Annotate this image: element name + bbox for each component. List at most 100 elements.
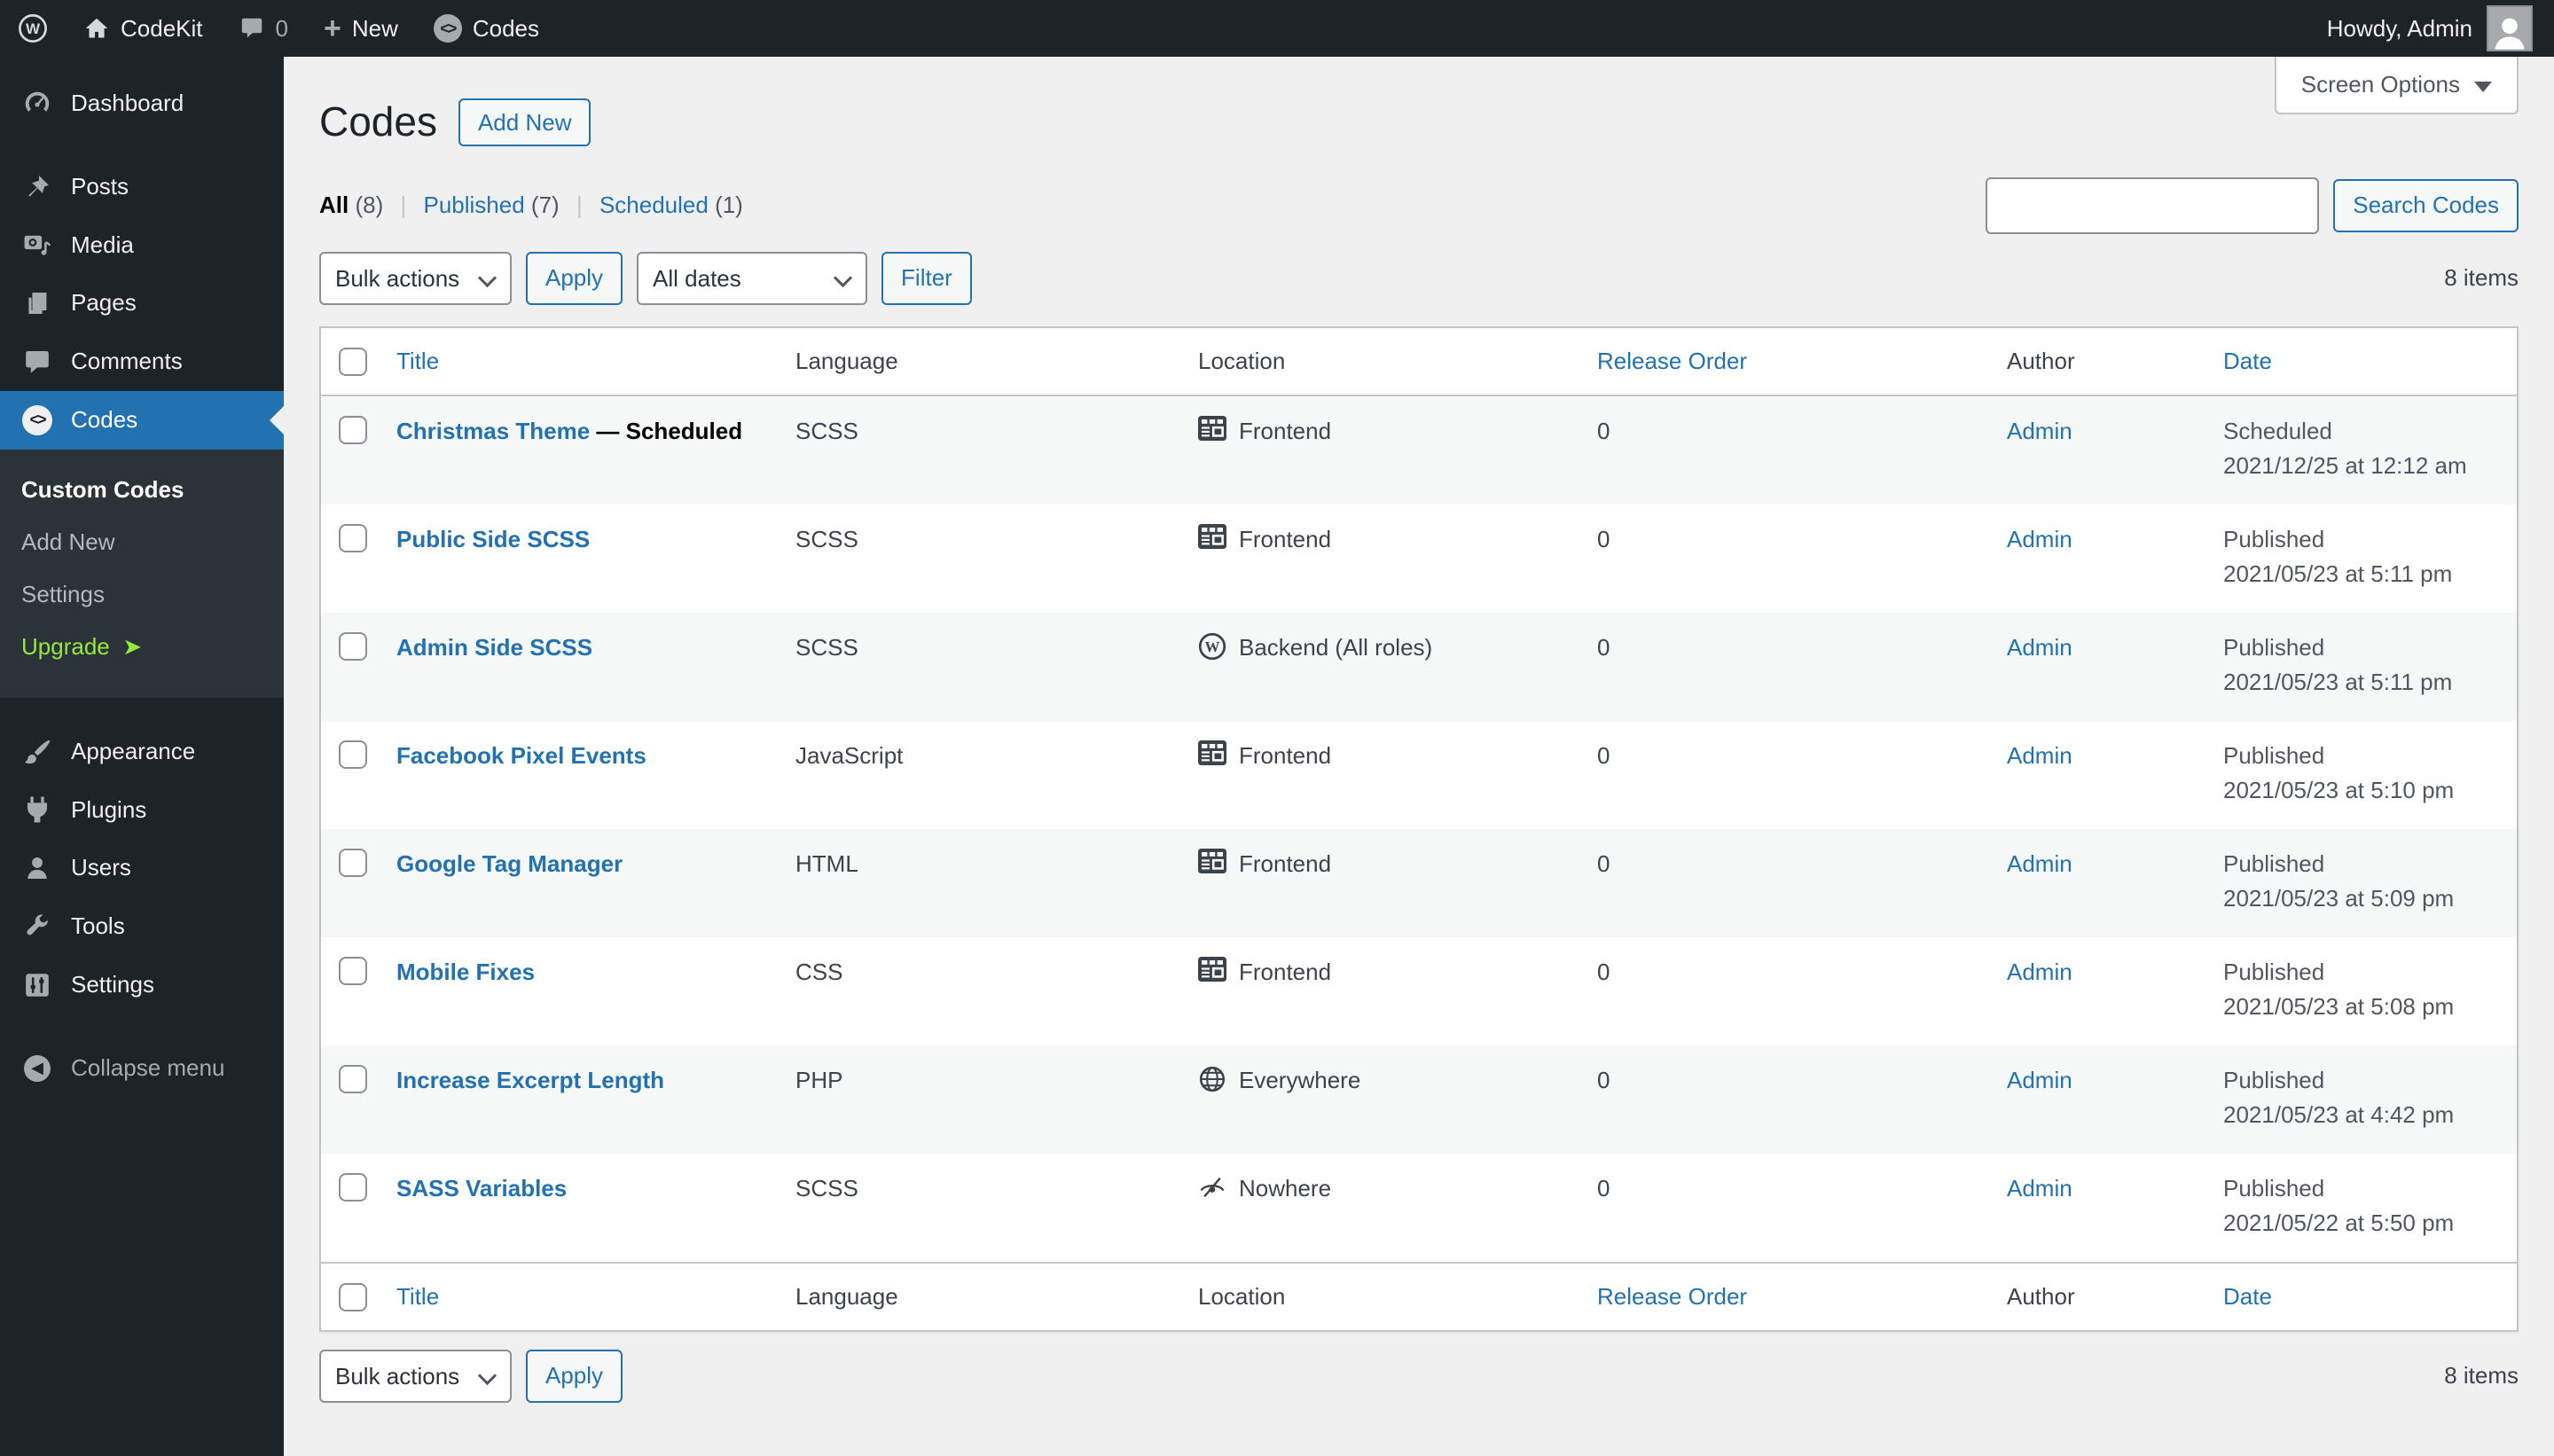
sidebar-item-label: Codes: [71, 405, 138, 433]
filter-button[interactable]: Filter: [881, 251, 972, 305]
row-author-link[interactable]: Admin: [2007, 1174, 2072, 1202]
sidebar-item-tools[interactable]: Tools: [0, 897, 284, 956]
row-author-link[interactable]: Admin: [2007, 849, 2072, 877]
wordpress-logo-menu[interactable]: W: [0, 0, 66, 57]
row-title-link[interactable]: Facebook Pixel Events: [396, 741, 646, 769]
submenu-item-custom-codes[interactable]: Custom Codes: [21, 475, 184, 503]
row-checkbox[interactable]: [339, 848, 367, 877]
sidebar-item-label: Media: [71, 231, 134, 258]
row-checkbox[interactable]: [339, 1172, 367, 1202]
avatar: [2487, 5, 2533, 51]
search-codes-button[interactable]: Search Codes: [2333, 178, 2519, 232]
row-checkbox[interactable]: [339, 956, 367, 985]
site-name-menu[interactable]: CodeKit: [66, 0, 221, 57]
sidebar-item-settings[interactable]: Settings: [0, 956, 284, 1014]
table-body: Christmas Theme — Scheduled SCSS Fronten…: [320, 395, 2518, 1263]
row-location: Frontend: [1239, 525, 1332, 552]
row-checkbox[interactable]: [339, 740, 367, 769]
row-date-status: Published: [2223, 741, 2325, 769]
sidebar-item-label: Comments: [71, 348, 183, 375]
svg-text:W: W: [1205, 638, 1220, 655]
row-title-link[interactable]: Admin Side SCSS: [396, 633, 593, 661]
row-checkbox[interactable]: [339, 523, 367, 552]
sidebar-item-users[interactable]: Users: [0, 839, 284, 897]
row-checkbox[interactable]: [339, 631, 367, 661]
bulk-actions-select-wrap: Bulk actions: [319, 251, 512, 305]
tablenav-top: Bulk actions Apply All dates Filter 8 it…: [319, 251, 2519, 305]
select-all-checkbox[interactable]: [339, 347, 367, 376]
sidebar-item-pages[interactable]: Pages: [0, 274, 284, 333]
filter-all-link[interactable]: All: [319, 192, 349, 219]
all-dates-select[interactable]: All dates: [637, 251, 868, 305]
row-title-link[interactable]: Google Tag Manager: [396, 849, 623, 877]
sidebar-item-media[interactable]: Media: [0, 216, 284, 275]
row-author-link[interactable]: Admin: [2007, 741, 2072, 769]
chevron-down-icon: [2474, 81, 2492, 92]
row-author-link[interactable]: Admin: [2007, 525, 2072, 552]
column-header-title[interactable]: Title: [396, 347, 440, 374]
submenu-item-settings[interactable]: Settings: [21, 580, 105, 607]
column-footer-release-order[interactable]: Release Order: [1597, 1282, 1748, 1310]
submenu-item-add-new[interactable]: Add New: [21, 528, 115, 555]
row-author-link[interactable]: Admin: [2007, 633, 2072, 661]
apply-button-bottom[interactable]: Apply: [526, 1349, 623, 1403]
submenu-item-upgrade[interactable]: Upgrade ➤: [0, 621, 284, 673]
sidebar-item-label: Dashboard: [71, 90, 184, 116]
row-date-status: Published: [2223, 1066, 2325, 1093]
sidebar-item-comments[interactable]: Comments: [0, 333, 284, 391]
items-count-top: 8 items: [2444, 264, 2519, 292]
apply-button[interactable]: Apply: [526, 251, 623, 305]
column-header-date[interactable]: Date: [2223, 347, 2272, 374]
menu-separator: [0, 698, 284, 723]
sidebar-item-dashboard[interactable]: Dashboard: [0, 74, 284, 133]
row-author-link[interactable]: Admin: [2007, 1066, 2072, 1093]
dashboard-icon: [21, 90, 53, 118]
row-title-link[interactable]: SASS Variables: [396, 1174, 568, 1202]
column-footer-title[interactable]: Title: [396, 1282, 440, 1310]
row-date-status: Scheduled: [2223, 417, 2332, 444]
filter-published-link[interactable]: Published: [423, 192, 525, 219]
row-date-status: Published: [2223, 958, 2325, 985]
sidebar-item-plugins[interactable]: Plugins: [0, 781, 284, 840]
column-footer-date[interactable]: Date: [2223, 1282, 2272, 1310]
svg-text:W: W: [26, 20, 41, 37]
row-location: Frontend: [1239, 741, 1332, 769]
filter-scheduled-link[interactable]: Scheduled: [599, 192, 709, 219]
column-header-release-order[interactable]: Release Order: [1597, 347, 1748, 374]
select-all-checkbox-bottom[interactable]: [339, 1282, 367, 1311]
row-title-link[interactable]: Public Side SCSS: [396, 525, 591, 552]
globe-icon: [1198, 1065, 1226, 1093]
table-foot: Title Language Location Release Order Au…: [320, 1261, 2518, 1331]
account-menu[interactable]: Howdy, Admin: [2327, 5, 2554, 51]
controls-row: All (8) | Published (7) | Scheduled (1) …: [319, 176, 2519, 234]
sidebar-item-posts[interactable]: Posts: [0, 158, 284, 216]
search-input[interactable]: [1986, 176, 2320, 234]
row-date-status: Published: [2223, 525, 2325, 552]
row-language: SCSS: [795, 525, 858, 552]
table-row: Facebook Pixel Events JavaScript Fronten…: [320, 721, 2518, 829]
collapse-menu-button[interactable]: ◀ Collapse menu: [0, 1039, 284, 1098]
row-author-link[interactable]: Admin: [2007, 958, 2072, 985]
add-new-button[interactable]: Add New: [458, 98, 591, 146]
column-header-author: Author: [2007, 347, 2075, 374]
codes-admin-bar-menu[interactable]: <> Codes: [416, 0, 557, 57]
menu-separator: [0, 133, 284, 158]
sidebar-item-codes[interactable]: <> Codes: [0, 390, 284, 450]
row-checkbox[interactable]: [339, 415, 367, 444]
row-title-link[interactable]: Christmas Theme: [396, 417, 591, 444]
upgrade-arrow-icon: ➤: [122, 632, 142, 660]
sidebar-item-appearance[interactable]: Appearance: [0, 723, 284, 781]
comments-menu[interactable]: 0: [221, 0, 306, 57]
screen-options-button[interactable]: Screen Options: [2274, 57, 2519, 114]
row-author-link[interactable]: Admin: [2007, 417, 2072, 444]
bulk-actions-select-bottom[interactable]: Bulk actions: [319, 1349, 512, 1403]
bulk-actions-select[interactable]: Bulk actions: [319, 251, 512, 305]
row-release-order: 0: [1597, 849, 1610, 877]
row-date-value: 2021/05/22 at 5:50 pm: [2223, 1209, 2455, 1236]
sidebar-item-label: Appearance: [71, 737, 196, 764]
row-location: Backend (All roles): [1239, 633, 1433, 661]
row-title-link[interactable]: Increase Excerpt Length: [396, 1066, 664, 1093]
row-checkbox[interactable]: [339, 1064, 367, 1093]
row-title-link[interactable]: Mobile Fixes: [396, 958, 536, 985]
new-content-menu[interactable]: + New: [306, 0, 416, 57]
